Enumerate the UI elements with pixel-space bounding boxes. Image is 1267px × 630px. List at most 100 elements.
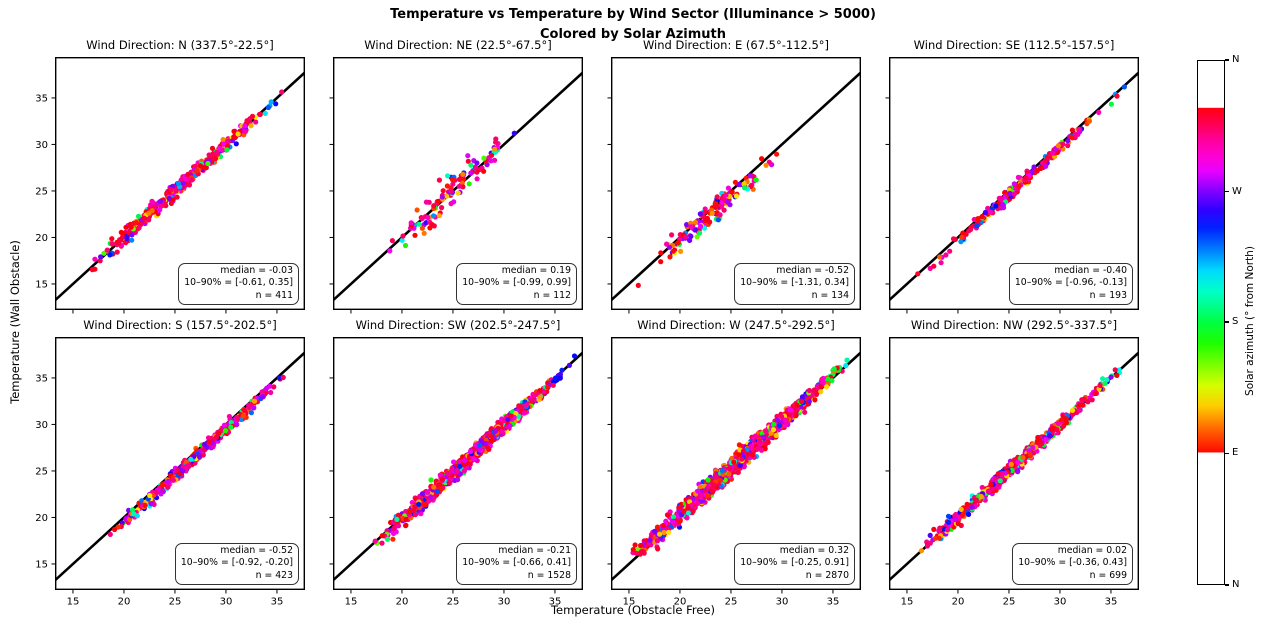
stats-range: 10–90% = [-0.99, 0.99] xyxy=(462,277,571,289)
x-tick-label: 30 xyxy=(776,597,789,608)
y-axis-label: Temperature (Wall Obstacle) xyxy=(8,240,22,404)
x-tick-label: 20 xyxy=(674,597,687,608)
y-tick-label: 30 xyxy=(35,140,48,151)
subplot-N: Wind Direction: N (337.5°-22.5°] 15 20 25 30… xyxy=(35,38,306,314)
scatter-canvas-E xyxy=(607,56,862,314)
y-tick-label: 35 xyxy=(35,93,48,104)
x-tick-label: 30 xyxy=(220,597,233,608)
x-tick-label: 35 xyxy=(1105,597,1118,608)
subplot-NW: Wind Direction: NW (292.5°-337.5°] 15 20 25… xyxy=(885,318,1140,608)
scatter-canvas-S: 15 20 25 30 35 15 20 25 30 35 xyxy=(35,336,306,608)
subplot-S: Wind Direction: S (157.5°-202.5°] 15 20 25 3… xyxy=(35,318,306,608)
x-tick-label: 35 xyxy=(271,597,284,608)
stats-median: median = -0.21 xyxy=(498,545,571,557)
stats-median: median = 0.19 xyxy=(501,265,571,277)
scatter-canvas-NW: 15 20 25 30 35 xyxy=(885,336,1140,608)
stats-median: median = 0.32 xyxy=(779,545,849,557)
subplot-title-NE: Wind Direction: NE (22.5°-67.5°] xyxy=(364,38,552,52)
colorbar: N W S E N Solar azimuth (° from North) xyxy=(1197,54,1267,590)
subplot-E: Wind Direction: E (67.5°-112.5°] median =… xyxy=(607,38,862,314)
subplot-title-SE: Wind Direction: SE (112.5°-157.5°] xyxy=(913,38,1115,52)
stats-range: 10–90% = [-0.92, -0.20] xyxy=(180,557,293,569)
x-tick-label: 15 xyxy=(345,597,358,608)
y-tick-label: 20 xyxy=(35,513,48,524)
plot-content xyxy=(333,71,583,302)
x-tick-label: 25 xyxy=(169,597,182,608)
subplot-title-N: Wind Direction: N (337.5°-22.5°] xyxy=(86,38,274,52)
y-tick-label: 25 xyxy=(35,466,48,477)
x-tick-label: 25 xyxy=(447,597,460,608)
figure-title-line2: Colored by Solar Azimuth xyxy=(539,26,727,42)
stats-count: n = 1528 xyxy=(527,569,571,581)
y-tick-label: 15 xyxy=(35,559,48,570)
plot-content xyxy=(333,351,583,582)
stats-median: median = -0.03 xyxy=(220,265,293,277)
x-tick-label: 35 xyxy=(549,597,562,608)
stats-median: median = -0.52 xyxy=(220,545,293,557)
stats-box-SW: median = -0.21 10–90% = [-0.66, 0.41] n = … xyxy=(456,543,577,585)
plot-content xyxy=(611,71,861,302)
x-tick-label: 25 xyxy=(725,597,738,608)
colorbar-tick-W-270: W xyxy=(1232,185,1242,197)
subplot-SE: Wind Direction: SE (112.5°-157.5°] median… xyxy=(885,38,1140,314)
figure-title-line1: Temperature vs Temperature by Wind Secto… xyxy=(390,7,876,22)
colorbar-tickmark xyxy=(1225,321,1229,323)
stats-box-E: median = -0.52 10–90% = [-1.31, 0.34] n = … xyxy=(734,263,855,305)
plot-content xyxy=(55,71,305,302)
stats-median: median = 0.02 xyxy=(1057,545,1127,557)
stats-median: median = -0.40 xyxy=(1054,265,1127,277)
stats-range: 10–90% = [-0.66, 0.41] xyxy=(462,557,571,569)
stats-box-N: median = -0.03 10–90% = [-0.61, 0.35] n = … xyxy=(178,263,299,305)
stats-box-NW: median = 0.02 10–90% = [-0.36, 0.43] n = 6… xyxy=(1012,543,1133,585)
subplot-title-S: Wind Direction: S (157.5°-202.5°] xyxy=(83,318,277,332)
stats-range: 10–90% = [-1.31, 0.34] xyxy=(740,277,849,289)
stats-median: median = -0.52 xyxy=(776,265,849,277)
colorbar-tick-E-90: E xyxy=(1232,447,1239,459)
stats-count: n = 423 xyxy=(255,569,293,581)
y-tick-label: 15 xyxy=(35,279,48,290)
x-tick-label: 20 xyxy=(952,597,965,608)
stats-count: n = 193 xyxy=(1089,289,1127,301)
plot-content xyxy=(611,351,861,582)
plot-content xyxy=(889,351,1139,582)
x-tick-label: 20 xyxy=(118,597,131,608)
subplot-title-NW: Wind Direction: NW (292.5°-337.5°] xyxy=(910,318,1118,332)
y-tick-label: 30 xyxy=(35,420,48,431)
subplot-title-W: Wind Direction: W (247.5°-292.5°] xyxy=(637,318,835,332)
stats-box-W: median = 0.32 10–90% = [-0.25, 0.91] n = 2… xyxy=(734,543,855,585)
stats-range: 10–90% = [-0.25, 0.91] xyxy=(740,557,849,569)
scatter-canvas-NE xyxy=(329,56,584,314)
stats-box-NE: median = 0.19 10–90% = [-0.99, 0.99] n = 1… xyxy=(456,263,577,305)
stats-count: n = 112 xyxy=(533,289,571,301)
x-tick-label: 30 xyxy=(1054,597,1067,608)
subplot-SW: Wind Direction: SW (202.5°-247.5°] 15 20 25… xyxy=(329,318,584,608)
scatter-canvas-SE xyxy=(885,56,1140,314)
subplot-title-E: Wind Direction: E (67.5°-112.5°] xyxy=(642,38,830,52)
y-tick-label: 20 xyxy=(35,233,48,244)
stats-box-SE: median = -0.40 10–90% = [-0.96, -0.13] n =… xyxy=(1008,263,1133,305)
subplot-title-SW: Wind Direction: SW (202.5°-247.5°] xyxy=(355,318,561,332)
colorbar-tick-N-360: N xyxy=(1232,54,1240,65)
colorbar-tick-S-180: S xyxy=(1232,315,1239,327)
scatter-canvas-W: 15 20 25 30 35 xyxy=(607,336,862,608)
plot-content xyxy=(889,71,1139,302)
stats-box-S: median = -0.52 10–90% = [-0.92, -0.20] n =… xyxy=(174,543,299,585)
colorbar-tick-N-0: N xyxy=(1232,579,1240,590)
x-axis-label: Temperature (Obstacle Free) xyxy=(550,603,716,617)
x-tick-label: 15 xyxy=(623,597,636,608)
x-tick-label: 20 xyxy=(396,597,409,608)
colorbar-tickmark xyxy=(1225,452,1229,454)
colorbar-gradient xyxy=(1197,60,1225,585)
stats-count: n = 2870 xyxy=(805,569,849,581)
x-tick-label: 15 xyxy=(67,597,80,608)
stats-count: n = 134 xyxy=(811,289,849,301)
stats-range: 10–90% = [-0.61, 0.35] xyxy=(184,277,293,289)
stats-range: 10–90% = [-0.36, 0.43] xyxy=(1018,557,1127,569)
x-tick-label: 25 xyxy=(1003,597,1016,608)
y-tick-label: 25 xyxy=(35,186,48,197)
y-tick-label: 35 xyxy=(35,373,48,384)
figure-title: Temperature vs Temperature by Wind Secto… xyxy=(390,5,876,44)
subplot-W: Wind Direction: W (247.5°-292.5°] 15 20 25 3… xyxy=(607,318,862,608)
subplot-NE: Wind Direction: NE (22.5°-67.5°] median =… xyxy=(329,38,584,314)
